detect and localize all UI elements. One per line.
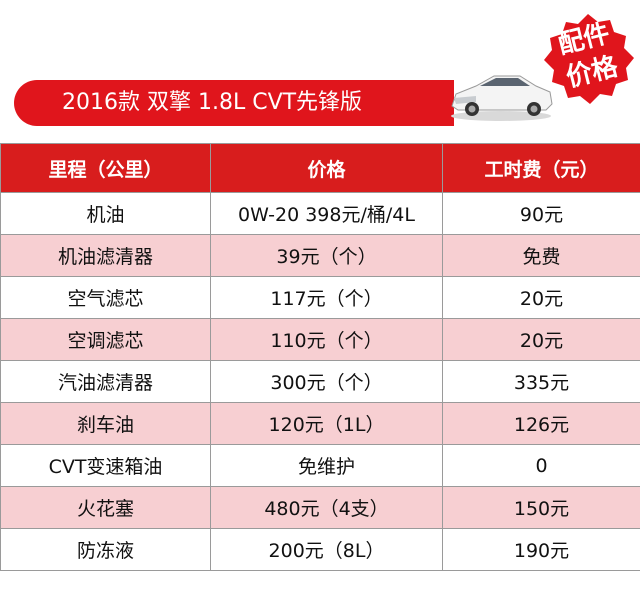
cell-price: 300元（个） [210, 360, 443, 403]
table-row: 火花塞 480元（4支） 150元 [0, 486, 640, 529]
cell-item: 汽油滤清器 [0, 360, 211, 403]
cell-price: 39元（个） [210, 234, 443, 277]
table-row: 机油 0W-20 398元/桶/4L 90元 [0, 192, 640, 235]
cell-labor: 190元 [442, 528, 640, 571]
cell-labor: 20元 [442, 276, 640, 319]
table-row: 空调滤芯 110元（个） 20元 [0, 318, 640, 361]
cell-labor: 免费 [442, 234, 640, 277]
cell-price: 200元（8L） [210, 528, 443, 571]
cell-labor: 150元 [442, 486, 640, 529]
cell-item: 防冻液 [0, 528, 211, 571]
price-table: 里程（公里） 价格 工时费（元） 机油 0W-20 398元/桶/4L 90元 … [0, 143, 640, 571]
cell-labor: 126元 [442, 402, 640, 445]
cell-item: 刹车油 [0, 402, 211, 445]
cell-item: 空气滤芯 [0, 276, 211, 319]
table-row: 机油滤清器 39元（个） 免费 [0, 234, 640, 277]
cell-item: 机油滤清器 [0, 234, 211, 277]
table-row: 刹车油 120元（1L） 126元 [0, 402, 640, 445]
table-row: 空气滤芯 117元（个） 20元 [0, 276, 640, 319]
page-title: 2016款 双擎 1.8L CVT先锋版 [14, 80, 454, 126]
cell-item: 火花塞 [0, 486, 211, 529]
header-labor: 工时费（元） [442, 143, 640, 193]
cell-labor: 335元 [442, 360, 640, 403]
cell-price: 117元（个） [210, 276, 443, 319]
cell-item: CVT变速箱油 [0, 444, 211, 487]
cell-price: 0W-20 398元/桶/4L [210, 192, 443, 235]
cell-price: 免维护 [210, 444, 443, 487]
table-row: 汽油滤清器 300元（个） 335元 [0, 360, 640, 403]
car-image [451, 75, 553, 121]
table-row: CVT变速箱油 免维护 0 [0, 444, 640, 487]
cell-price: 120元（1L） [210, 402, 443, 445]
table-header-row: 里程（公里） 价格 工时费（元） [0, 143, 640, 193]
header-price: 价格 [210, 143, 443, 193]
header-mileage: 里程（公里） [0, 143, 211, 193]
cell-labor: 90元 [442, 192, 640, 235]
badge-icon [544, 14, 634, 104]
cell-price: 480元（4支） [210, 486, 443, 529]
cell-item: 空调滤芯 [0, 318, 211, 361]
cell-labor: 20元 [442, 318, 640, 361]
table-row: 防冻液 200元（8L） 190元 [0, 528, 640, 571]
cell-item: 机油 [0, 192, 211, 235]
cell-price: 110元（个） [210, 318, 443, 361]
cell-labor: 0 [442, 444, 640, 487]
